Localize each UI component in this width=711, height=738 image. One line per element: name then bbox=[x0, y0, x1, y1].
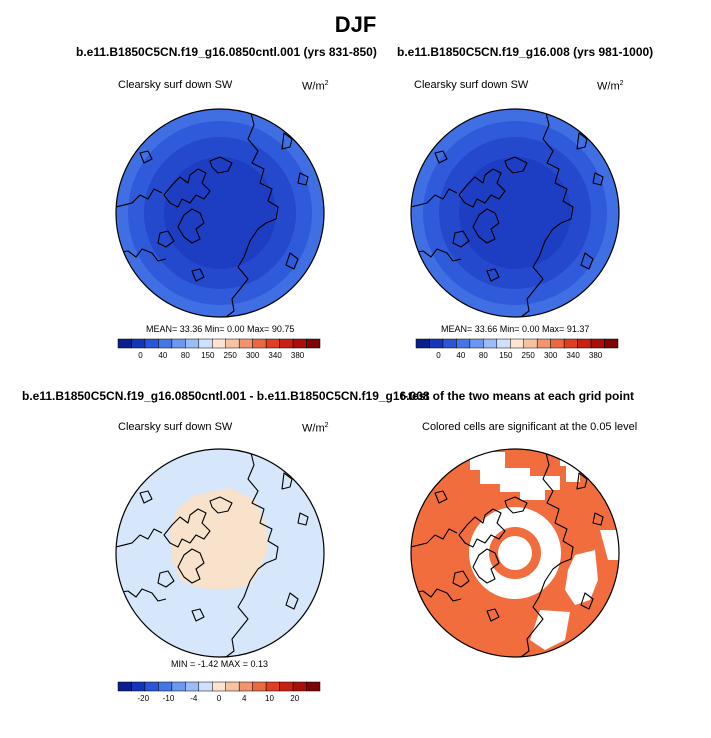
colorbar-2-label: 150 bbox=[499, 351, 513, 360]
colorbar-3: -20 -10 -4 0 4 10 20 bbox=[117, 681, 321, 703]
colorbar-3-label: -10 bbox=[163, 694, 175, 703]
colorbar-1-swatch bbox=[185, 338, 200, 349]
colorbar-2-swatch bbox=[469, 338, 484, 349]
colorbar-1-swatch bbox=[279, 338, 294, 349]
colorbar-1-swatch bbox=[171, 338, 186, 349]
panel-2-units: W/m2 bbox=[597, 80, 624, 93]
colorbar-2-swatch bbox=[523, 338, 538, 349]
colorbar-2-label: 300 bbox=[544, 351, 558, 360]
panel-1-map bbox=[115, 108, 325, 318]
colorbar-2-swatch bbox=[550, 338, 565, 349]
colorbar-1-label: 250 bbox=[224, 351, 238, 360]
colorbar-2-swatch bbox=[536, 338, 551, 349]
colorbar-1-swatch bbox=[131, 338, 146, 349]
colorbar-1-swatch bbox=[292, 338, 307, 349]
colorbar-1-label: 0 bbox=[138, 351, 143, 360]
colorbar-2-swatch bbox=[604, 338, 619, 349]
colorbar-2-swatch bbox=[510, 338, 524, 349]
colorbar-1-swatch bbox=[265, 338, 280, 349]
colorbar-3-swatch bbox=[198, 681, 213, 692]
colorbar-1: 0 40 80 150 250 300 340 380 bbox=[117, 338, 321, 360]
colorbar-1-swatch bbox=[212, 338, 226, 349]
colorbar-2-swatch bbox=[563, 338, 578, 349]
panel-3-title: b.e11.B1850C5CN.f19_g16.0850cntl.001 - b… bbox=[22, 389, 430, 403]
panel-2-stats: MEAN= 33.66 Min= 0.00 Max= 91.37 bbox=[441, 324, 590, 334]
colorbar-2-swatch bbox=[577, 338, 592, 349]
panel-1-units: W/m2 bbox=[302, 80, 329, 93]
panel-3-map bbox=[115, 448, 325, 658]
panel-4-map bbox=[410, 448, 620, 658]
colorbar-2-label: 0 bbox=[436, 351, 441, 360]
panel-2-title: b.e11.B1850C5CN.f19_g16.008 (yrs 981-100… bbox=[397, 45, 654, 59]
panel-3-units: W/m2 bbox=[302, 422, 329, 435]
colorbar-3-swatch bbox=[185, 681, 200, 692]
colorbar-1-label: 300 bbox=[246, 351, 260, 360]
colorbar-1-swatch bbox=[252, 338, 267, 349]
colorbar-3-swatch bbox=[306, 681, 321, 692]
colorbar-1-swatch bbox=[238, 338, 253, 349]
colorbar-3-swatch bbox=[225, 681, 240, 692]
colorbar-3-label: -4 bbox=[190, 694, 198, 703]
colorbar-2: 0 40 80 150 250 300 340 380 bbox=[415, 338, 619, 360]
colorbar-3-swatch bbox=[158, 681, 173, 692]
colorbar-1-label: 80 bbox=[181, 351, 190, 360]
colorbar-3-swatch bbox=[292, 681, 307, 692]
colorbar-3-swatch bbox=[117, 681, 132, 692]
colorbar-2-swatch bbox=[429, 338, 444, 349]
colorbar-3-label: 10 bbox=[265, 694, 274, 703]
colorbar-1-label: 340 bbox=[268, 351, 282, 360]
colorbar-3-swatch bbox=[265, 681, 280, 692]
colorbar-2-swatch bbox=[590, 338, 605, 349]
colorbar-3-label: 4 bbox=[242, 694, 247, 703]
colorbar-1-swatch bbox=[144, 338, 159, 349]
panel-3-stats: MIN = -1.42 MAX = 0.13 bbox=[171, 659, 269, 669]
colorbar-3-swatch bbox=[238, 681, 253, 692]
colorbar-2-swatch bbox=[496, 338, 511, 349]
colorbar-1-label: 380 bbox=[291, 351, 305, 360]
colorbar-2-label: 250 bbox=[522, 351, 536, 360]
colorbar-1-swatch bbox=[306, 338, 321, 349]
colorbar-1-swatch bbox=[198, 338, 213, 349]
colorbar-1-swatch bbox=[158, 338, 173, 349]
colorbar-2-swatch bbox=[483, 338, 498, 349]
colorbar-2-swatch bbox=[456, 338, 471, 349]
panel-2-subtitle: Clearsky surf down SW bbox=[414, 79, 529, 91]
panel-3-subtitle: Clearsky surf down SW bbox=[118, 421, 233, 433]
colorbar-1-label: 150 bbox=[201, 351, 215, 360]
colorbar-1-swatch bbox=[225, 338, 240, 349]
panel-4-title: t-test of the two means at each grid poi… bbox=[400, 389, 635, 403]
colorbar-1-swatch bbox=[117, 338, 132, 349]
colorbar-3-label: -20 bbox=[137, 694, 149, 703]
panel-1-stats: MEAN= 33.36 Min= 0.00 Max= 90.75 bbox=[146, 324, 295, 334]
colorbar-3-swatch bbox=[212, 681, 226, 692]
panel-1-title: b.e11.B1850C5CN.f19_g16.0850cntl.001 (yr… bbox=[76, 45, 377, 59]
colorbar-2-label: 340 bbox=[566, 351, 580, 360]
colorbar-1-label: 40 bbox=[158, 351, 167, 360]
colorbar-2-swatch bbox=[415, 338, 430, 349]
colorbar-3-label: 0 bbox=[217, 694, 222, 703]
colorbar-3-swatch bbox=[144, 681, 159, 692]
colorbar-3-swatch bbox=[279, 681, 294, 692]
panel-1-subtitle: Clearsky surf down SW bbox=[118, 79, 233, 91]
colorbar-3-label: 20 bbox=[290, 694, 299, 703]
colorbar-3-swatch bbox=[171, 681, 186, 692]
colorbar-2-label: 80 bbox=[479, 351, 488, 360]
panel-4-subtitle: Colored cells are significant at the 0.0… bbox=[422, 421, 638, 433]
colorbar-2-label: 40 bbox=[456, 351, 465, 360]
colorbar-2-swatch bbox=[442, 338, 457, 349]
colorbar-3-swatch bbox=[131, 681, 146, 692]
figure-title: DJF bbox=[334, 12, 377, 37]
panel-2-map bbox=[410, 108, 620, 318]
colorbar-2-label: 380 bbox=[589, 351, 603, 360]
colorbar-3-swatch bbox=[252, 681, 267, 692]
